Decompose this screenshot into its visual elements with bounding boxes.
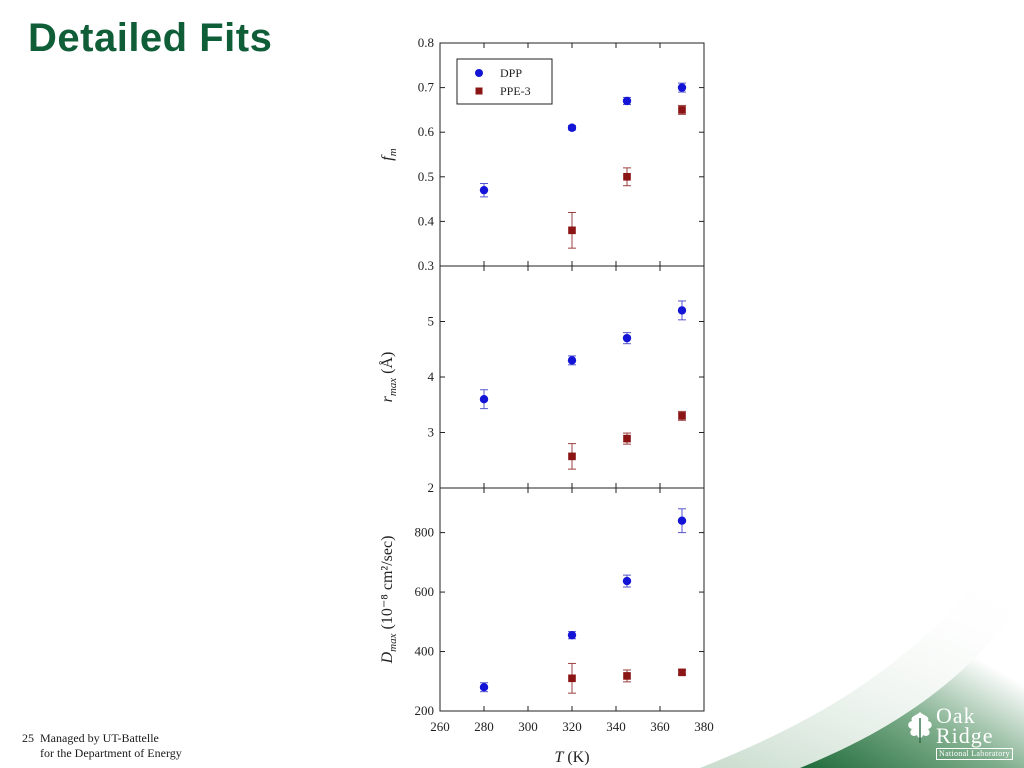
x-tick-label: 380: [694, 719, 714, 734]
data-point-ppe3: [678, 412, 686, 420]
data-point-dpp: [622, 576, 632, 586]
x-tick-label: 280: [474, 719, 494, 734]
data-point-dpp: [567, 630, 577, 640]
legend-box: [456, 58, 553, 105]
panel-rmax: 2 3 4 5 rmax (Å): [378, 265, 705, 495]
logo-tagline: National Laboratory: [936, 748, 1013, 760]
data-point-dpp: [567, 123, 577, 132]
data-point-ppe3: [678, 668, 686, 677]
slide-title: Detailed Fits: [28, 16, 273, 60]
x-tick-label: 300: [518, 719, 538, 734]
data-point-ppe3: [568, 226, 576, 235]
x-tick-label: 340: [606, 719, 626, 734]
data-point-ppe3: [568, 452, 576, 461]
data-point-ppe3: [623, 434, 631, 443]
panel-fm: 0.3 0.4 0.5 0.6 0.7 0.8 fm: [379, 35, 705, 273]
y-tick-label: 2: [428, 480, 435, 495]
data-point-ppe3: [623, 672, 631, 680]
data-point-ppe3: [568, 674, 576, 683]
y-tick-label: 0.3: [418, 258, 434, 273]
y-tick-label: 0.8: [418, 35, 434, 50]
y-axis-label-dmax: Dmax (10⁻⁸ cm²/sec): [379, 536, 399, 665]
panel-dmax: 200 400 600 800 Dmax (10⁻⁸ cm²/sec): [379, 487, 705, 718]
x-tick-label: 320: [562, 719, 582, 734]
legend-label: PPE-3: [500, 84, 531, 98]
y-tick-label: 3: [428, 425, 435, 440]
legend: DPP PPE-3: [456, 58, 553, 105]
data-point-dpp: [479, 683, 489, 692]
footer-line-1: Managed by UT-Battelle: [40, 731, 159, 745]
data-point-dpp: [567, 356, 577, 365]
y-axis-label-fm: fm: [379, 148, 399, 160]
data-point-dpp: [677, 83, 687, 92]
slide-number: 25: [22, 731, 34, 745]
y-tick-label: 600: [415, 584, 435, 599]
x-axis-label: T (K): [554, 749, 589, 766]
y-tick-label: 800: [415, 525, 435, 540]
y-tick-label: 0.7: [418, 80, 435, 95]
data-point-dpp: [479, 185, 489, 195]
oak-leaf-icon: [908, 712, 932, 743]
legend-marker-ppe3: [475, 87, 483, 95]
data-point-ppe3: [678, 106, 686, 114]
y-tick-label: 200: [415, 703, 435, 718]
footer: 25 Managed by UT-Battelle for the Departm…: [22, 731, 182, 761]
data-point-dpp: [479, 395, 489, 404]
data-point-dpp: [622, 333, 632, 343]
footer-line-2: for the Department of Energy: [40, 746, 182, 760]
logo-word-oak: Oak: [936, 703, 976, 728]
data-point-ppe3: [623, 173, 631, 181]
legend-label: DPP: [500, 66, 522, 80]
y-tick-label: 0.6: [418, 124, 435, 139]
data-point-dpp: [677, 306, 687, 315]
y-tick-label: 5: [428, 314, 435, 329]
y-tick-label: 0.4: [418, 213, 435, 228]
data-point-dpp: [622, 96, 632, 106]
x-tick-label: 360: [650, 719, 670, 734]
logo-word-ridge: Ridge: [936, 723, 994, 748]
data-point-dpp: [677, 516, 687, 525]
oak-ridge-logo: Oak Ridge National Laboratory: [906, 703, 1018, 762]
y-tick-label: 4: [428, 369, 435, 384]
y-tick-label: 0.5: [418, 169, 434, 184]
x-tick-label: 260: [430, 719, 450, 734]
legend-marker-dpp: [475, 69, 483, 77]
y-axis-label-rmax: rmax (Å): [378, 352, 399, 403]
y-tick-label: 400: [415, 644, 435, 659]
